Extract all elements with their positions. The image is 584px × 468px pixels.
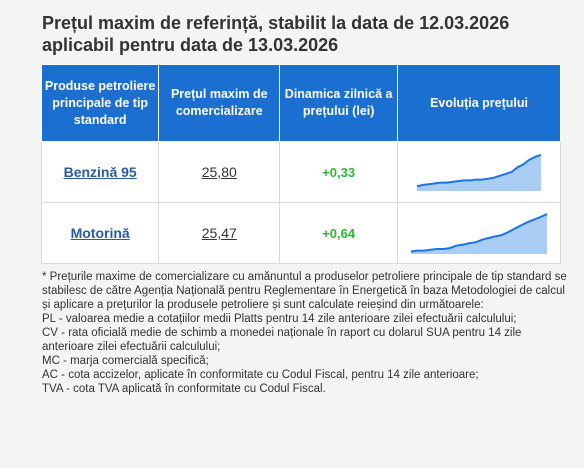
table-row-benzina: Benzină 95 25,80 +0,33: [40, 141, 561, 203]
page-title: Prețul maxim de referință, stabilit la d…: [42, 12, 572, 56]
col-header-max-price: Prețul maxim de comercializare: [158, 64, 281, 142]
price-trend-sparkline: [410, 213, 548, 254]
price-value[interactable]: 25,80: [201, 164, 237, 180]
sparkline-area: [417, 154, 542, 191]
delta-cell: +0,64: [279, 202, 399, 264]
price-value[interactable]: 25,47: [201, 225, 237, 241]
product-cell: Motorină: [40, 202, 160, 264]
trend-cell: [397, 202, 561, 264]
footnote-mc: MC - marja comercială specifică;: [42, 355, 209, 367]
footnote-cv: CV - rata oficială medie de schimb a mon…: [42, 327, 522, 353]
price-table: Produse petroliere principale de tip sta…: [40, 64, 561, 264]
price-cell: 25,80: [158, 141, 281, 203]
footnotes: * Prețurile maxime de comercializare cu …: [42, 270, 572, 396]
footnote-ac: AC - cota accizelor, aplicate în conform…: [42, 369, 479, 381]
sparkline-line: [416, 153, 542, 188]
daily-change-value: +0,33: [322, 165, 356, 180]
footnote-pl: PL - valoarea medie a cotațiilor medii P…: [42, 313, 517, 325]
daily-change-value: +0,64: [322, 226, 356, 241]
title-line-1: Prețul maxim de referință, stabilit la d…: [42, 13, 510, 33]
footnote-intro: * Prețurile maxime de comercializare cu …: [42, 271, 567, 311]
price-trend-sparkline: [416, 153, 542, 191]
product-cell: Benzină 95: [40, 141, 160, 203]
col-header-product: Produse petroliere principale de tip sta…: [40, 64, 160, 142]
sparkline-area: [411, 214, 548, 254]
product-link-benzina-95[interactable]: Benzină 95: [63, 164, 137, 180]
trend-cell: [397, 141, 561, 203]
delta-cell: +0,33: [279, 141, 399, 203]
product-link-motorina[interactable]: Motorină: [70, 225, 130, 241]
sparkline-line: [410, 213, 548, 253]
col-header-daily-change: Dinamica zilnică a prețului (lei): [279, 64, 399, 142]
table-row-motorina: Motorină 25,47 +0,64: [40, 202, 561, 264]
table-header-row: Produse petroliere principale de tip sta…: [40, 64, 561, 142]
footnote-tva: TVA - cota TVA aplicată în conformitate …: [42, 383, 326, 395]
price-cell: 25,47: [158, 202, 281, 264]
title-line-2: aplicabil pentru data de 13.03.2026: [42, 35, 339, 55]
col-header-price-evolution: Evoluția prețului: [397, 64, 561, 142]
